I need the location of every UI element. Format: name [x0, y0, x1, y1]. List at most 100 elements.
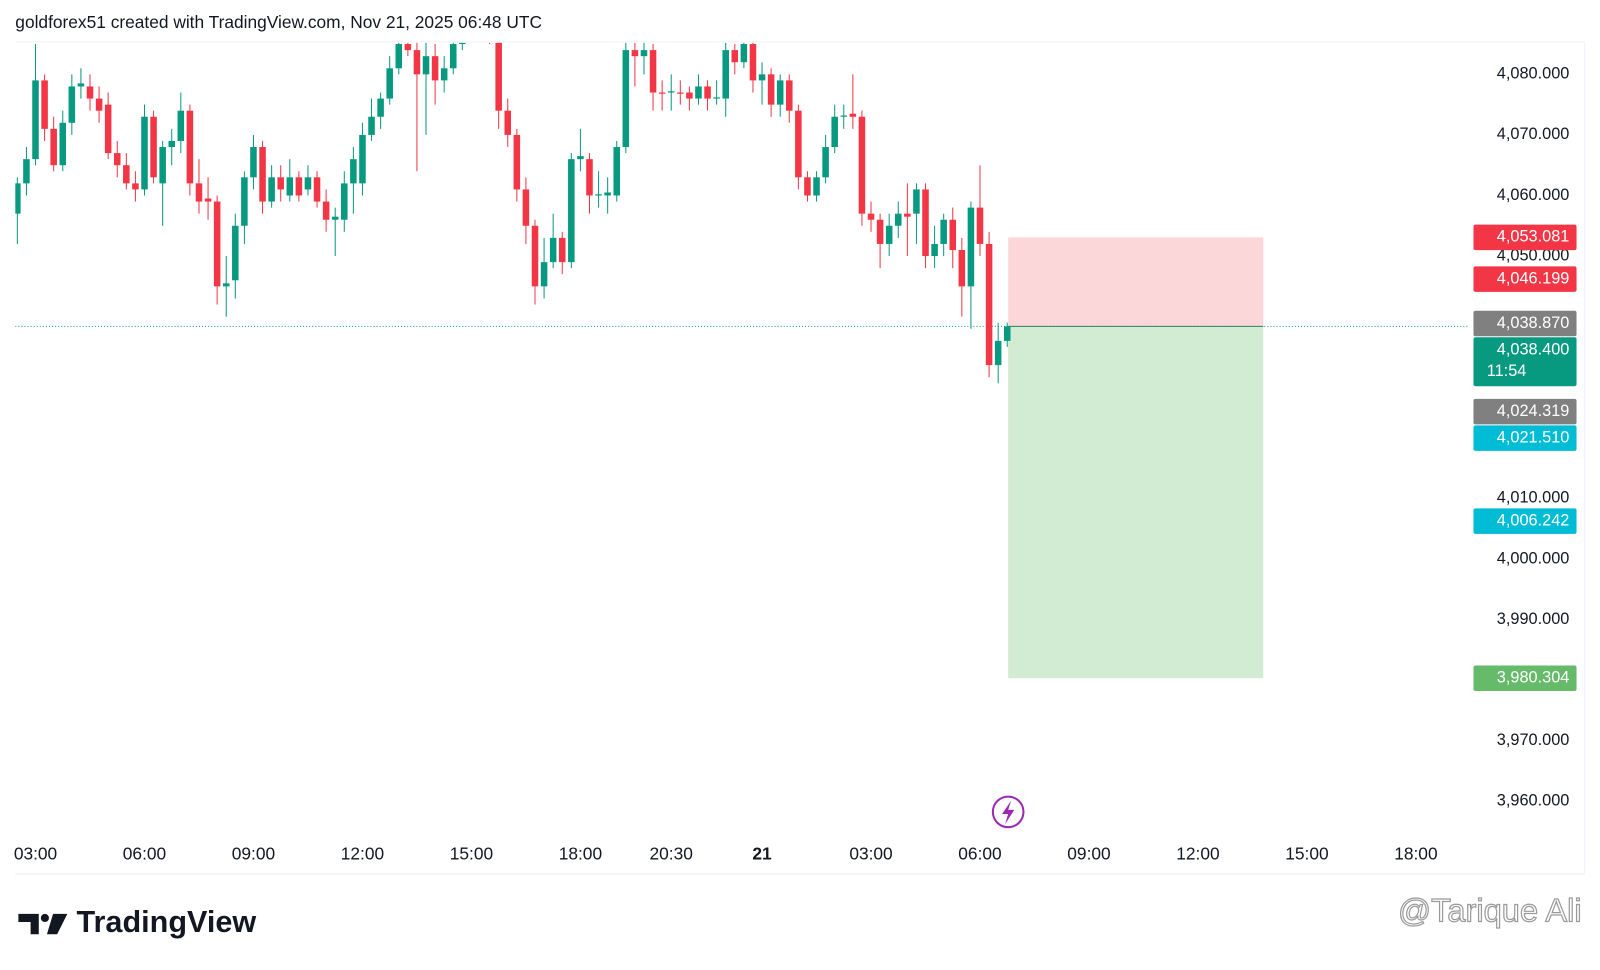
candle-body — [368, 116, 375, 135]
y-tick-label: 4,050.000 — [1497, 246, 1570, 264]
x-tick-label: 15:00 — [450, 843, 493, 863]
candle-body — [195, 183, 203, 202]
candle-body — [831, 116, 838, 148]
candle-body — [259, 147, 266, 202]
flash-icon[interactable] — [991, 795, 1025, 829]
header-text: goldforex51 created with TradingView.com… — [15, 12, 542, 32]
candle-body — [631, 50, 639, 57]
x-tick-label: 06:00 — [123, 843, 166, 863]
candle-body — [813, 177, 820, 196]
x-tick-label: 03:00 — [849, 843, 892, 863]
candle-body — [731, 50, 739, 63]
candle-body — [386, 68, 393, 99]
candle-body — [704, 86, 711, 99]
candle-body — [113, 153, 121, 166]
candle-body — [377, 98, 384, 117]
price-badge-countdown: 11:54 — [1487, 362, 1527, 380]
candle-body — [949, 219, 957, 251]
candle-body — [549, 237, 557, 263]
y-tick-label: 3,960.000 — [1497, 792, 1570, 810]
price-badge-label: 4,046.199 — [1497, 269, 1570, 287]
candle-body — [531, 225, 539, 287]
price-badge-label: 4,006.242 — [1497, 511, 1570, 529]
candle-body — [658, 92, 666, 94]
candle-body — [568, 159, 575, 263]
candle-body — [23, 159, 30, 184]
candle-body — [232, 225, 239, 281]
candle-body — [967, 207, 975, 287]
candle-body — [904, 213, 911, 217]
x-tick-label: 09:00 — [1067, 843, 1110, 863]
price-badge-label: 4,021.510 — [1497, 428, 1570, 446]
candle-body — [286, 177, 294, 196]
candle-body — [895, 213, 902, 226]
candle-body — [313, 177, 321, 202]
candle-body — [331, 216, 339, 220]
y-tick-label: 4,080.000 — [1497, 65, 1570, 83]
candle-body — [586, 159, 593, 196]
x-tick-label: 21 — [752, 843, 772, 863]
candle-body — [913, 189, 920, 214]
candle-body — [767, 74, 775, 105]
candle-body — [613, 147, 621, 196]
price-badge — [1473, 224, 1577, 251]
y-tick-label: 4,070.000 — [1497, 125, 1570, 143]
candle-body — [994, 340, 1002, 366]
candle-body — [77, 83, 85, 87]
x-tick-label: 18:00 — [1394, 843, 1437, 863]
candle-body — [295, 177, 303, 196]
tradingview-logo[interactable]: TradingView — [18, 905, 256, 939]
candle-body — [132, 183, 139, 190]
candle-body — [395, 44, 403, 69]
candle-body — [341, 183, 348, 220]
price-badge-label: 4,024.319 — [1497, 402, 1570, 420]
candle-body — [776, 80, 784, 105]
candle-body — [522, 189, 530, 226]
candle-body — [740, 44, 748, 63]
y-tick-label: 3,990.000 — [1497, 610, 1570, 628]
candle-body — [622, 50, 630, 148]
candle-body — [513, 134, 521, 190]
watermark: @Tarique Ali — [1398, 892, 1582, 929]
candle-body — [504, 110, 512, 135]
candle-body — [86, 86, 94, 99]
candle-body — [213, 201, 221, 287]
candle-body — [985, 243, 993, 366]
candle-body — [495, 42, 502, 111]
x-tick-label: 12:00 — [1176, 843, 1219, 863]
candle-body — [667, 91, 675, 93]
candle-body — [322, 201, 330, 220]
candle-body — [922, 189, 929, 257]
price-badge — [1473, 425, 1577, 451]
price-badge-label: 3,980.304 — [1497, 669, 1570, 687]
candle-body — [713, 97, 720, 99]
candle-body — [822, 147, 829, 178]
candle-body — [867, 213, 875, 220]
candle-body — [858, 116, 866, 214]
candle-body — [32, 80, 39, 160]
candle-body — [50, 128, 57, 166]
candle-body — [413, 50, 421, 75]
candle-body — [68, 86, 76, 123]
candle-body — [940, 219, 947, 244]
overlay: 3,960.000 3,970.000 3,990.000 4,000.000 4,01… — [14, 65, 1577, 863]
x-tick-label: 06:00 — [958, 843, 1001, 863]
candle-body — [359, 134, 366, 184]
x-tick-label: 09:00 — [232, 843, 275, 863]
x-tick-label: 20:30 — [650, 843, 693, 863]
candle-body — [595, 194, 602, 196]
candle-body — [123, 165, 130, 184]
candle-body — [59, 122, 67, 166]
candle-body — [95, 98, 103, 111]
candle-body — [41, 80, 48, 129]
candle-body — [186, 110, 194, 184]
candle-body — [722, 50, 729, 99]
logo-text: TradingView — [77, 905, 257, 939]
stop-zone — [1008, 237, 1264, 327]
candle-body — [450, 44, 457, 69]
candle-body — [649, 50, 657, 93]
target-zone — [1008, 326, 1264, 679]
candle-body — [404, 44, 412, 51]
candle-body — [268, 177, 275, 202]
